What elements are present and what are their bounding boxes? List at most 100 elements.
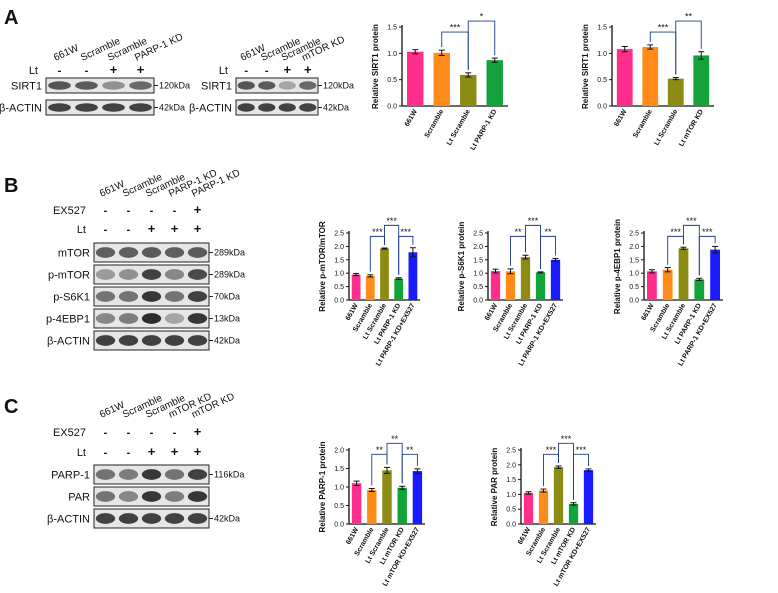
treatment-sign: + [194, 424, 202, 439]
blot-band [118, 247, 139, 258]
blot-band [102, 81, 125, 90]
blot-band [118, 269, 139, 280]
y-tick-label: 1.5 [629, 257, 639, 264]
category-label: 661W [484, 302, 499, 322]
significance-bracket [467, 20, 496, 70]
significance-label: *** [658, 23, 669, 33]
y-tick-label: 0.0 [387, 104, 397, 111]
bar [568, 503, 579, 524]
kda-label: 42kDa [159, 103, 185, 113]
treatment-label: EX527 [53, 427, 86, 439]
blot-band [164, 469, 185, 480]
treatment-sign: + [137, 62, 145, 77]
bar [380, 248, 389, 300]
y-tick-label: 1.5 [387, 25, 397, 32]
treatment-sign: + [283, 62, 291, 77]
blot-band [95, 491, 116, 502]
y-tick-label: 0.0 [597, 104, 607, 111]
y-tick-label: 0.0 [334, 522, 344, 529]
blot-band [118, 469, 139, 480]
bar [365, 275, 375, 300]
panel-letter-a: A [4, 7, 18, 29]
treatment-sign: - [85, 65, 89, 77]
bar [490, 271, 501, 300]
category-label: 661W [517, 526, 532, 546]
category-label: 661W [345, 526, 360, 546]
blot-band [164, 269, 185, 280]
significance-label: *** [702, 227, 713, 237]
blot-band [299, 103, 317, 112]
blot-band [187, 513, 208, 524]
significance-bracket [698, 235, 716, 276]
blot-band [102, 103, 125, 112]
y-tick-label: 2.0 [506, 462, 516, 469]
bar [583, 470, 594, 524]
blot-band [118, 513, 139, 524]
blot-band [141, 491, 162, 502]
kda-label: 42kDa [214, 336, 240, 346]
significance-label: *** [576, 445, 587, 455]
blot-band [164, 513, 185, 524]
category-label: Lt Scramble [446, 108, 472, 146]
category-label: Scramble [424, 108, 446, 139]
y-tick-label: 0.0 [334, 298, 344, 305]
treatment-sign: + [171, 221, 179, 236]
protein-label: SIRT1 [201, 81, 232, 93]
bar [408, 252, 418, 300]
blot-band [187, 469, 208, 480]
significance-label: *** [372, 227, 383, 237]
treatment-label: EX527 [53, 205, 86, 217]
y-tick-label: 2.5 [334, 231, 344, 238]
bar [394, 278, 404, 300]
protein-label: mTOR [58, 248, 90, 260]
treatment-sign: - [58, 65, 62, 77]
treatment-sign: + [148, 444, 156, 459]
significance-label: *** [401, 227, 412, 237]
blot-band [48, 103, 71, 112]
blot-band [118, 491, 139, 502]
chart-4: 0.0 0.5 1.0 1.5 2.0 2.5 Relative p-S6K1 protei… [457, 216, 563, 367]
y-tick-label: 1.0 [334, 271, 344, 278]
significance-label: ** [514, 227, 522, 237]
blot-band [141, 335, 162, 346]
blot-band [164, 247, 185, 258]
significance-label: *** [670, 227, 681, 237]
y-tick-label: 2.5 [629, 231, 639, 238]
blot-band [95, 469, 116, 480]
panel-letter-c: C [4, 396, 18, 418]
bar [505, 271, 516, 300]
bar [351, 483, 362, 524]
blot-band [299, 81, 317, 90]
category-label: 661W [613, 108, 628, 128]
blot-band [164, 313, 185, 324]
treatment-sign: - [127, 224, 131, 236]
chart-7: 0.0 0.5 1.0 1.5 2.0 2.5 Relative PAR protein 66… [490, 434, 596, 588]
significance-bracket [398, 235, 414, 275]
blot-band [141, 513, 162, 524]
y-tick-label: 1.0 [597, 51, 607, 58]
protein-label: PARP-1 [51, 470, 90, 482]
chart-1: 0.0 0.5 1.0 1.5 Relative SIRT1 protein 661W Sc… [371, 12, 508, 152]
treatment-sign: + [194, 202, 202, 217]
treatment-sign: + [194, 444, 202, 459]
y-axis-label: Relative p-S6K1 protein [457, 221, 466, 311]
significance-bracket [401, 453, 418, 484]
y-axis-label: Relative PAR protein [490, 448, 499, 527]
blot-band [141, 269, 162, 280]
protein-label: β-ACTIN [0, 103, 42, 115]
bar [367, 489, 377, 524]
y-tick-label: 1.5 [473, 257, 483, 264]
kda-label: 42kDa [323, 103, 349, 113]
bar [407, 51, 424, 106]
protein-label: p-4EBP1 [46, 314, 90, 326]
kda-label: 13kDa [214, 314, 240, 324]
blot-band [118, 291, 139, 302]
protein-label: p-S6K1 [53, 292, 90, 304]
blot-band [129, 81, 152, 90]
bar [486, 60, 503, 106]
y-tick-label: 0.5 [387, 77, 397, 84]
y-axis-label: Relative SIRT1 protein [371, 24, 380, 109]
y-axis-label: Relative PARP-1 protein [318, 441, 327, 532]
